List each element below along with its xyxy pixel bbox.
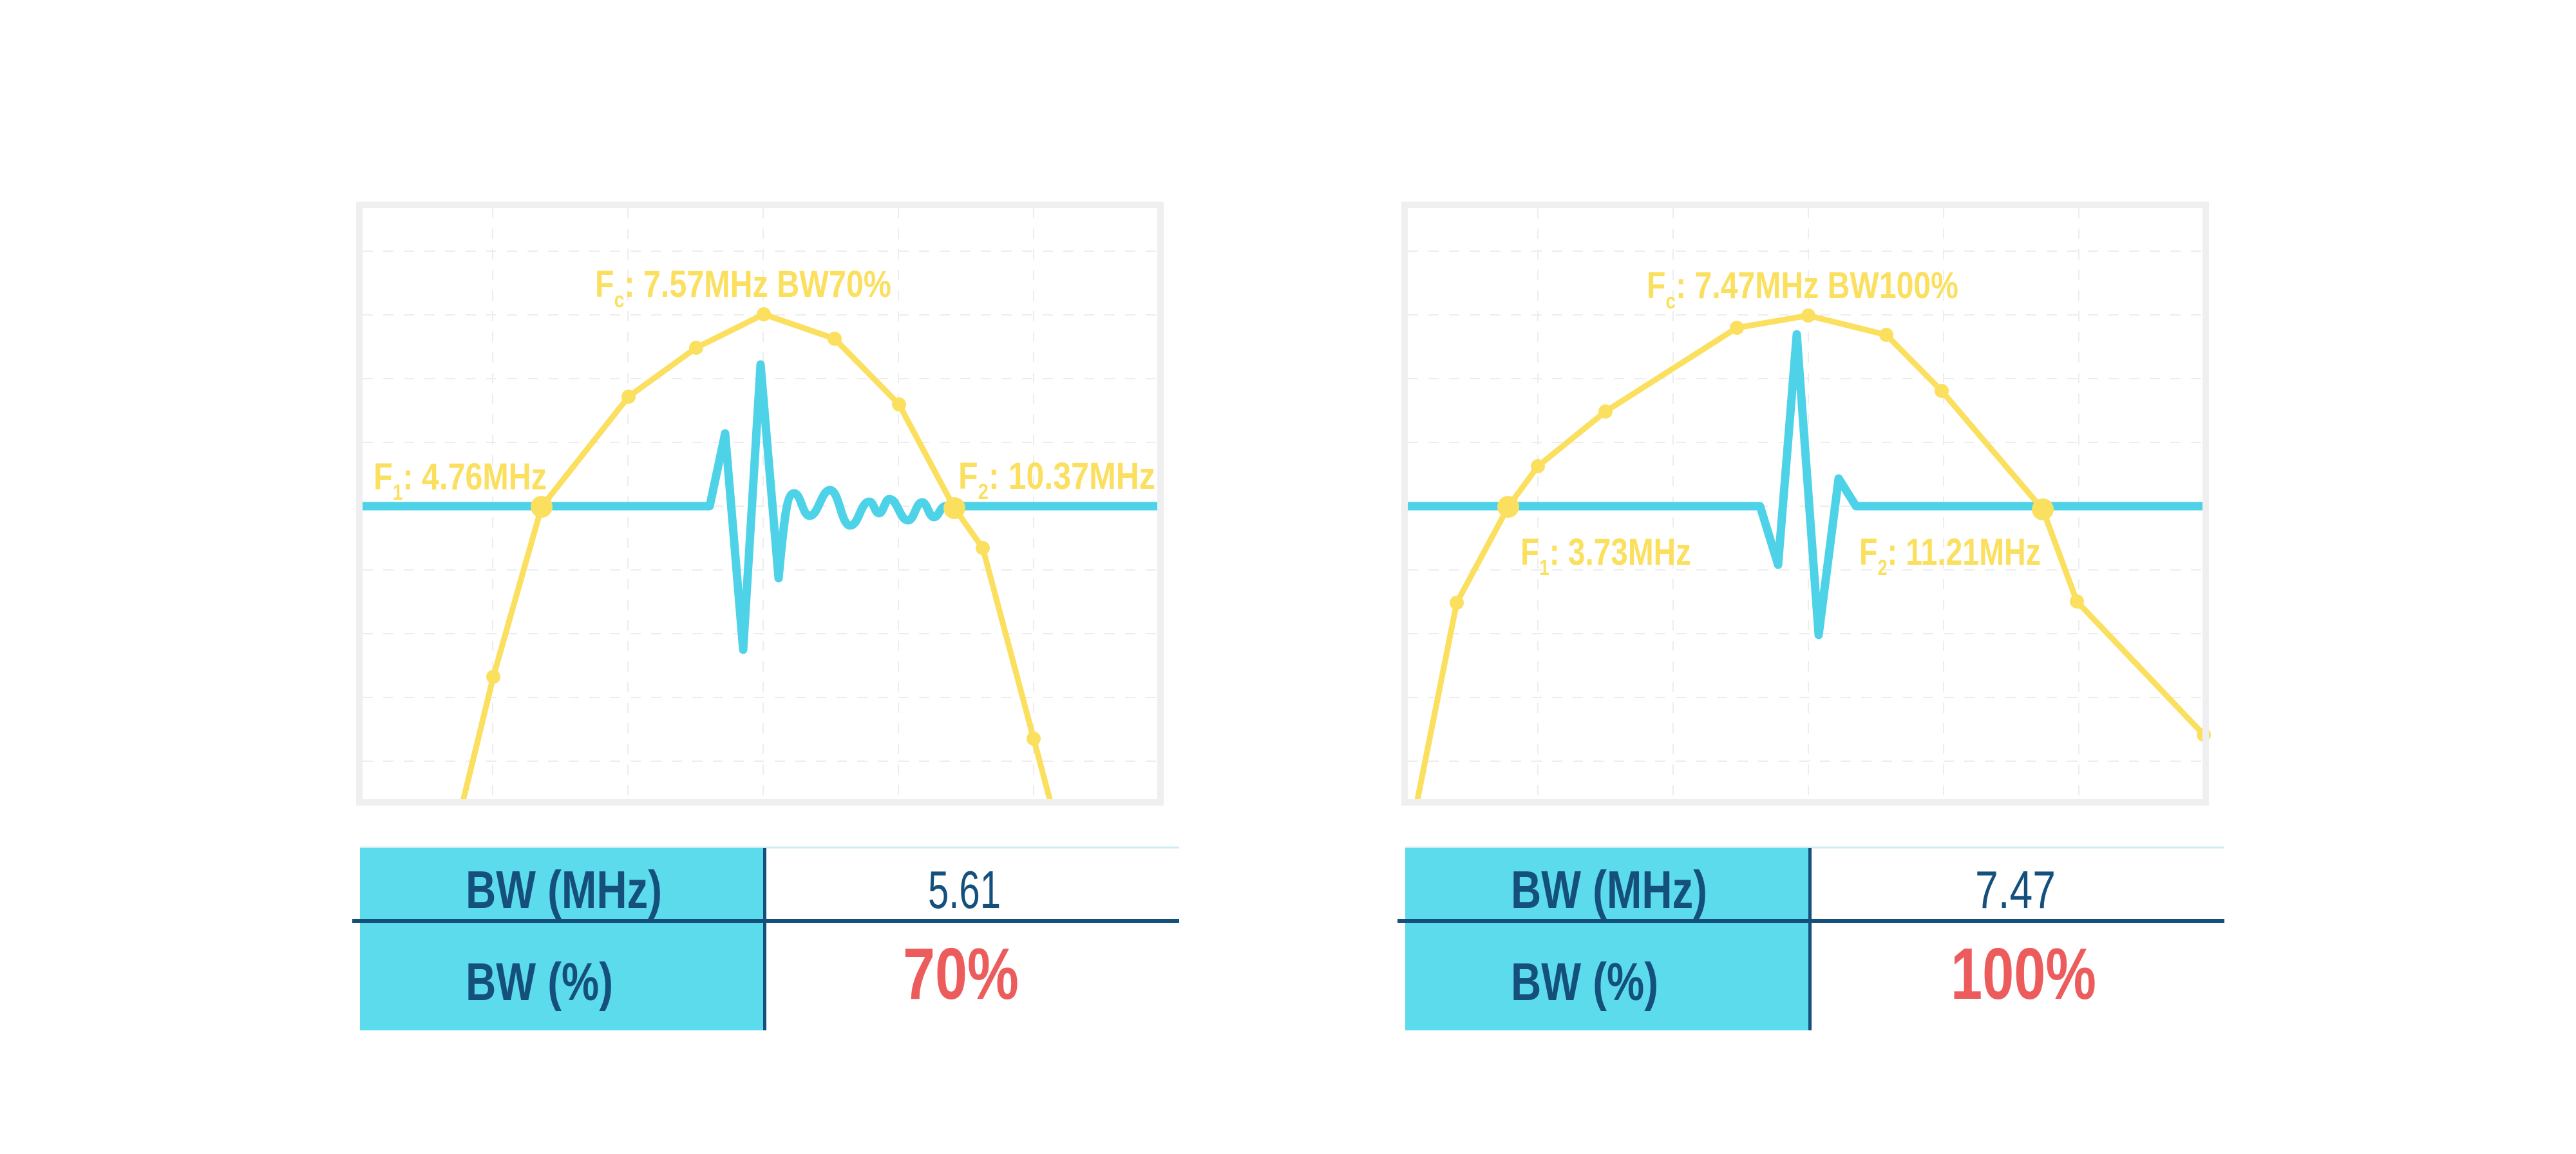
svg-text:7.47: 7.47 [1975, 860, 2056, 920]
svg-text:BW (%): BW (%) [466, 952, 613, 1012]
svg-text:Fc: 7.57MHz BW70%: Fc: 7.57MHz BW70% [595, 263, 891, 312]
svg-text:Fc: 7.47MHz BW100%: Fc: 7.47MHz BW100% [1647, 265, 1958, 314]
svg-text:100%: 100% [1951, 933, 2096, 1014]
svg-text:F1: 4.76MHz: F1: 4.76MHz [374, 456, 547, 505]
svg-text:5.61: 5.61 [928, 860, 1001, 920]
svg-text:F2: 11.21MHz: F2: 11.21MHz [1859, 531, 2041, 580]
svg-text:F2: 10.37MHz: F2: 10.37MHz [958, 455, 1155, 504]
svg-text:BW (%): BW (%) [1511, 952, 1658, 1012]
svg-text:BW (MHz): BW (MHz) [466, 860, 662, 920]
svg-text:70%: 70% [903, 933, 1019, 1014]
svg-text:F1: 3.73MHz: F1: 3.73MHz [1520, 531, 1691, 580]
svg-text:BW (MHz): BW (MHz) [1511, 860, 1707, 920]
